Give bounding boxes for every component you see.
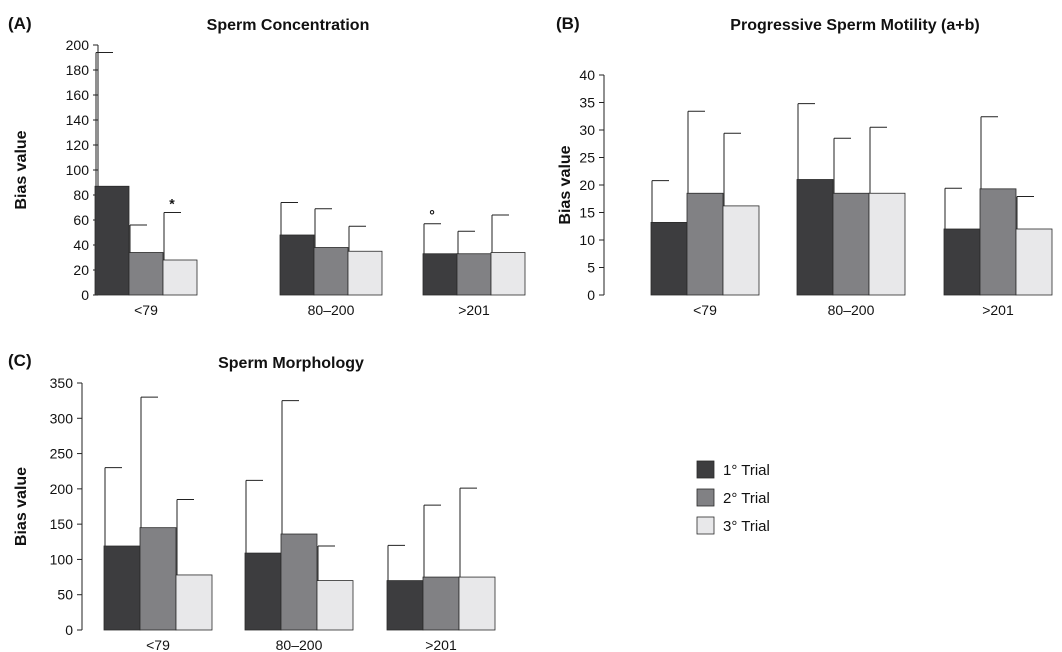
panel-letter: (C)	[8, 351, 32, 370]
chart-title: Sperm Concentration	[207, 17, 370, 34]
chart-title: Progressive Sperm Motility (a+b)	[730, 17, 979, 34]
bar	[244, 552, 282, 631]
y-tick-label: 10	[579, 232, 595, 248]
legend-swatch	[696, 488, 715, 507]
legend-label: 2° Trial	[723, 490, 770, 507]
panel-letter: (B)	[556, 14, 580, 33]
bar	[422, 576, 460, 631]
bar	[316, 580, 354, 631]
y-tick-label: 0	[65, 622, 73, 638]
y-axis-label: Bias value	[13, 130, 30, 209]
category-label: 80–200	[828, 302, 875, 318]
bar	[313, 247, 349, 296]
chart-panel-a: (A) Sperm Concentration Bias value 0 20 40 60 8…	[8, 14, 526, 318]
legend: 1° Trial 2° Trial 3° Trial	[696, 460, 770, 535]
bar	[868, 192, 906, 296]
y-tick-label: 350	[50, 375, 74, 391]
bar	[347, 250, 383, 296]
bar	[386, 580, 424, 631]
bar	[650, 221, 688, 296]
y-tick-label: 300	[50, 410, 74, 426]
bar	[280, 533, 318, 631]
bar	[458, 576, 496, 631]
y-tick-label: 20	[73, 262, 89, 278]
bar	[128, 252, 164, 296]
bar	[722, 205, 760, 296]
bar	[175, 574, 213, 631]
panel-letter: (A)	[8, 14, 32, 33]
chart-panel-b: (B) Progressive Sperm Motility (a+b) Bias …	[556, 14, 1053, 318]
category-label: <79	[693, 302, 717, 318]
y-tick-label: 250	[50, 446, 74, 462]
chart-panel-c: (C) Sperm Morphology Bias value 0 50 100 150 20…	[8, 351, 496, 652]
y-tick-label: 60	[73, 212, 89, 228]
bar	[162, 259, 198, 296]
y-axis-label: Bias value	[13, 467, 30, 546]
y-tick-label: 150	[50, 516, 74, 532]
bar	[139, 527, 177, 631]
bar	[279, 234, 315, 296]
y-tick-label: 50	[57, 587, 73, 603]
category-label: <79	[134, 302, 158, 318]
y-tick-label: 200	[66, 37, 90, 53]
y-tick-label: 40	[579, 67, 595, 83]
y-tick-label: 40	[73, 237, 89, 253]
y-tick-label: 5	[587, 260, 595, 276]
legend-label: 1° Trial	[723, 462, 770, 479]
category-label: >201	[982, 302, 1014, 318]
y-tick-label: 160	[66, 87, 90, 103]
significance-marker: °	[429, 207, 435, 223]
y-tick-label: 200	[50, 481, 74, 497]
category-label: <79	[146, 637, 170, 652]
bar	[832, 192, 870, 296]
y-tick-label: 180	[66, 62, 90, 78]
y-tick-label: 0	[587, 287, 595, 303]
chart-title: Sperm Morphology	[218, 355, 364, 372]
category-label: 80–200	[308, 302, 355, 318]
y-tick-label: 100	[50, 551, 74, 567]
y-tick-label: 0	[81, 287, 89, 303]
y-tick-label: 120	[66, 137, 90, 153]
legend-swatch	[696, 460, 715, 479]
y-tick-label: 25	[579, 150, 595, 166]
legend-swatch	[696, 516, 715, 535]
bar	[103, 545, 141, 631]
y-tick-label: 140	[66, 112, 90, 128]
y-tick-label: 80	[73, 187, 89, 203]
category-label: >201	[425, 637, 457, 652]
bar	[490, 252, 526, 296]
category-label: >201	[458, 302, 490, 318]
bar	[796, 179, 834, 296]
y-axis-label: Bias value	[557, 145, 574, 224]
bar	[422, 253, 458, 296]
legend-label: 3° Trial	[723, 518, 770, 535]
bar	[1015, 228, 1053, 296]
bar	[456, 253, 492, 296]
y-tick-label: 35	[579, 95, 595, 111]
y-tick-label: 20	[579, 177, 595, 193]
bar	[979, 188, 1017, 296]
bar	[94, 185, 130, 296]
bar	[686, 192, 724, 296]
bar	[943, 228, 981, 296]
y-tick-label: 15	[579, 205, 595, 221]
significance-marker: *	[169, 196, 175, 212]
y-tick-label: 100	[66, 162, 90, 178]
category-label: 80–200	[276, 637, 323, 652]
y-tick-label: 30	[579, 122, 595, 138]
